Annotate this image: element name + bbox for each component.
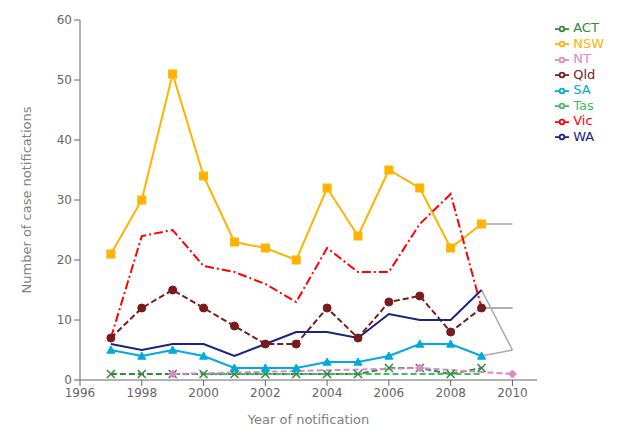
svg-text:20: 20 <box>57 253 72 267</box>
svg-text:Number of case notifications: Number of case notifications <box>19 106 34 293</box>
html-text:ACT: ACT <box>573 20 599 35</box>
svg-text:60: 60 <box>57 13 72 27</box>
html-text:WA: WA <box>573 128 595 144</box>
svg-text:1998: 1998 <box>127 386 158 400</box>
svg-text:10: 10 <box>57 313 72 327</box>
svg-text:Year of notification: Year of notification <box>247 412 369 427</box>
svg-text:40: 40 <box>57 133 72 147</box>
svg-text:30: 30 <box>57 193 72 207</box>
svg-text:2008: 2008 <box>435 386 466 400</box>
svg-text:0: 0 <box>64 373 72 387</box>
svg-text:2004: 2004 <box>312 386 343 400</box>
svg-text:50: 50 <box>57 73 72 87</box>
svg-text:2002: 2002 <box>250 386 281 400</box>
svg-text:2006: 2006 <box>374 386 405 400</box>
html-text:Tas: Tas <box>573 97 594 113</box>
html-text:SA: SA <box>573 82 591 97</box>
html-text:Qld: Qld <box>573 66 596 82</box>
svg-text:2010: 2010 <box>497 386 528 400</box>
svg-text:1996: 1996 <box>65 386 96 400</box>
html-text:NT: NT <box>573 51 591 66</box>
svg-text:2000: 2000 <box>188 386 219 400</box>
html-text:Vic: Vic <box>573 113 593 128</box>
html-text:NSW: NSW <box>573 35 604 51</box>
